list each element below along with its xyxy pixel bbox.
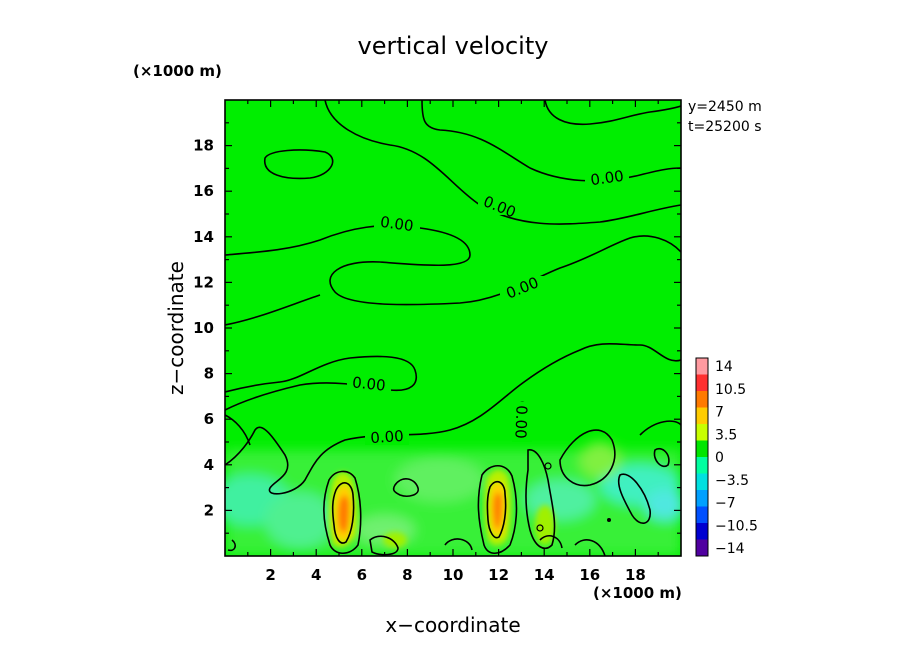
x-tick-label: 12 <box>488 566 509 584</box>
chart-title: vertical velocity <box>358 32 549 60</box>
y-tick-label: 8 <box>204 365 214 383</box>
x-tick-label: 6 <box>357 566 367 584</box>
colorbar-frame <box>695 357 709 557</box>
colorbar-swatch <box>696 457 708 474</box>
y-tick-label: 10 <box>193 319 214 337</box>
axis-ticks <box>225 100 681 556</box>
colorbar: 14 10.5 7 3.5 0 −3.5 −7 −10.5 −14 <box>695 357 758 557</box>
contour-label: 0.00 <box>589 167 625 189</box>
colorbar-label: −14 <box>715 541 745 557</box>
y-axis-label: z−coordinate <box>164 261 188 395</box>
y-tick-label: 12 <box>193 273 214 291</box>
y-tick-labels: 2 4 6 8 10 12 14 16 18 <box>193 137 214 520</box>
colorbar-swatch <box>696 539 708 556</box>
small-contour-dots <box>536 462 611 532</box>
x-tick-label: 18 <box>625 566 646 584</box>
contour-label: 0.00 <box>511 405 530 439</box>
low-level-shading <box>225 442 681 556</box>
colorbar-swatch <box>696 523 708 540</box>
colorbar-label: 14 <box>715 359 733 375</box>
colorbar-label: 10.5 <box>715 382 746 398</box>
colorbar-swatch <box>696 407 708 424</box>
info-y: y=2450 m <box>688 99 762 115</box>
y-tick-label: 6 <box>204 410 214 428</box>
x-tick-label: 2 <box>265 566 275 584</box>
y-tick-label: 14 <box>193 228 214 246</box>
x-unit-label: (×1000 m) <box>593 584 682 602</box>
colorbar-swatch <box>696 391 708 408</box>
colorbar-swatch <box>696 506 708 523</box>
colorbar-label: −3.5 <box>715 473 749 489</box>
colorbar-swatch <box>696 424 708 441</box>
colorbar-swatch <box>696 358 708 375</box>
x-tick-label: 16 <box>579 566 600 584</box>
contour-label: 0.00 <box>379 213 415 235</box>
colorbar-label: 7 <box>715 405 724 421</box>
x-tick-label: 8 <box>402 566 412 584</box>
x-tick-labels: 2 4 6 8 10 12 14 16 18 <box>265 566 645 584</box>
colorbar-label: 0 <box>715 450 724 466</box>
plot-area: 0.00 0.00 0.00 0.00 0.00 0.00 0.00 <box>225 100 681 556</box>
contour-label: 0.00 <box>351 373 386 394</box>
colorbar-label: 3.5 <box>715 427 737 443</box>
contour-label: 0.00 <box>370 427 405 447</box>
colorbar-swatch <box>696 473 708 490</box>
y-tick-label: 18 <box>193 137 214 155</box>
info-t: t=25200 s <box>688 119 762 135</box>
x-tick-label: 14 <box>534 566 555 584</box>
colorbar-label: −7 <box>715 496 736 512</box>
y-tick-label: 2 <box>204 501 214 519</box>
y-tick-label: 16 <box>193 182 214 200</box>
zero-contours <box>225 100 681 556</box>
y-tick-label: 4 <box>204 456 214 474</box>
colorbar-swatch <box>696 374 708 391</box>
z-unit-label: (×1000 m) <box>133 62 222 80</box>
x-tick-label: 10 <box>443 566 464 584</box>
x-axis-label: x−coordinate <box>385 613 520 637</box>
updraft-plume-left <box>329 471 358 548</box>
colorbar-swatch <box>696 490 708 507</box>
colorbar-swatch <box>696 440 708 457</box>
colorbar-label: −10.5 <box>715 518 758 534</box>
x-tick-label: 4 <box>311 566 321 584</box>
